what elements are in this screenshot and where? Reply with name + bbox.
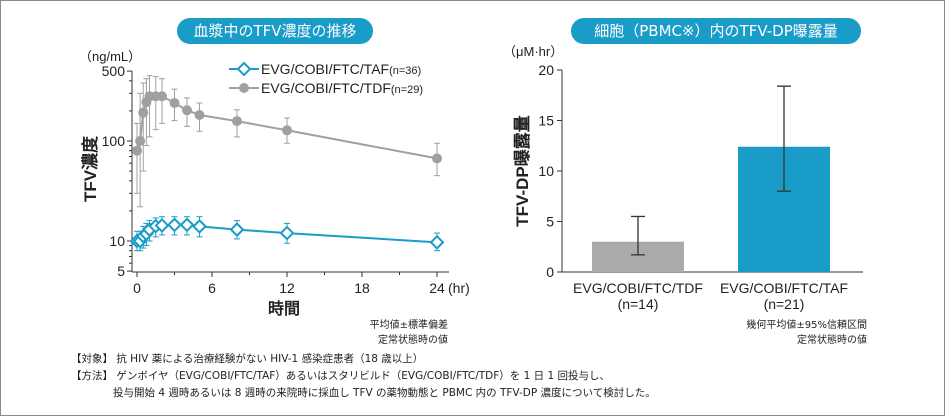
data-point-diamond <box>167 217 182 233</box>
data-point-diamond <box>154 218 170 233</box>
legend-n: (n=36) <box>389 65 421 77</box>
y-tick-label: 10 <box>538 163 554 179</box>
y-tick-label: 100 <box>102 133 126 149</box>
left-chart-title: 血漿中のTFV濃度の推移 <box>177 18 373 44</box>
x-tick-label: 6 <box>208 280 216 296</box>
data-point-circle <box>169 97 180 108</box>
y-axis-title: TFV-DP曝露量 <box>512 115 532 226</box>
left-chart-note: 平均値±標準偏差 定常状態時の値 <box>370 318 448 348</box>
category-label: EVG/COBI/FTC/TAF <box>720 280 848 296</box>
footnote-subjects: 【対象】 抗 HIV 薬による治療経験がない HIV-1 感染症患者（18 歳以… <box>71 353 424 365</box>
x-unit: (hr) <box>448 280 470 296</box>
y-tick-label: 0 <box>546 264 554 280</box>
data-point-circle <box>432 153 442 164</box>
legend-label: EVG/COBI/FTC/TAF(n=36) <box>261 61 421 77</box>
right-chart-title: 細胞（PBMC※）内のTFV-DP曝露量 <box>571 18 861 44</box>
category-label: EVG/COBI/FTC/TDF <box>573 280 703 296</box>
right-chart-note: 幾何平均値±95%信頼区間 定常状態時の値 <box>746 318 867 348</box>
data-point-diamond <box>429 234 445 250</box>
y-unit: （ng/mL） <box>79 49 141 64</box>
data-point-circle <box>135 136 146 146</box>
data-point-diamond <box>192 218 207 234</box>
category-n-label: (n=21) <box>764 296 805 312</box>
note-line: 定常状態時の値 <box>378 335 448 346</box>
y-tick-label: 10 <box>109 233 125 249</box>
data-point-circle <box>282 125 292 136</box>
footnote-method-cont: 投与開始 4 週時あるいは 8 週時の来院時に採血し TFV の薬物動態と PB… <box>71 387 656 399</box>
footnote-method: 【方法】 ゲンボイヤ（EVG/COBI/FTC/TAF）あるいはスタリビルド（E… <box>71 370 610 382</box>
y-unit: （μM·hr） <box>503 44 563 59</box>
data-point-circle <box>138 107 149 118</box>
legend-marker-diamond <box>236 61 252 77</box>
note-line: 定常状態時の値 <box>797 335 867 346</box>
data-point-circle <box>194 109 205 120</box>
legend-label: EVG/COBI/FTC/TDF(n=29) <box>261 80 423 96</box>
legend-n: (n=29) <box>391 84 423 96</box>
y-tick-label: 500 <box>102 63 126 79</box>
y-tick-label: 5 <box>546 214 554 230</box>
category-n-label: (n=14) <box>618 296 659 312</box>
y-tick-label: 5 <box>117 263 125 279</box>
x-axis-title: 時間 <box>268 299 300 318</box>
y-tick-label: 20 <box>538 62 554 78</box>
x-tick-label: 0 <box>133 280 141 296</box>
data-point-circle <box>182 105 192 116</box>
x-tick-label: 24 <box>429 280 445 296</box>
note-line: 平均値±標準偏差 <box>369 320 448 331</box>
data-point-diamond <box>229 222 245 238</box>
x-tick-label: 18 <box>354 280 370 296</box>
y-axis-title: TFV濃度 <box>80 135 100 202</box>
data-point-circle <box>232 116 242 127</box>
data-point-diamond <box>179 217 195 233</box>
note-line: 幾何平均値±95%信頼区間 <box>746 320 867 331</box>
footnotes: 【対象】 抗 HIV 薬による治療経験がない HIV-1 感染症患者（18 歳以… <box>71 351 656 402</box>
data-point-circle <box>157 91 167 102</box>
data-point-circle <box>132 145 142 156</box>
y-tick-label: 15 <box>538 113 554 129</box>
data-point-diamond <box>279 225 295 241</box>
legend-marker-circle <box>239 83 249 93</box>
x-tick-label: 12 <box>279 280 295 296</box>
